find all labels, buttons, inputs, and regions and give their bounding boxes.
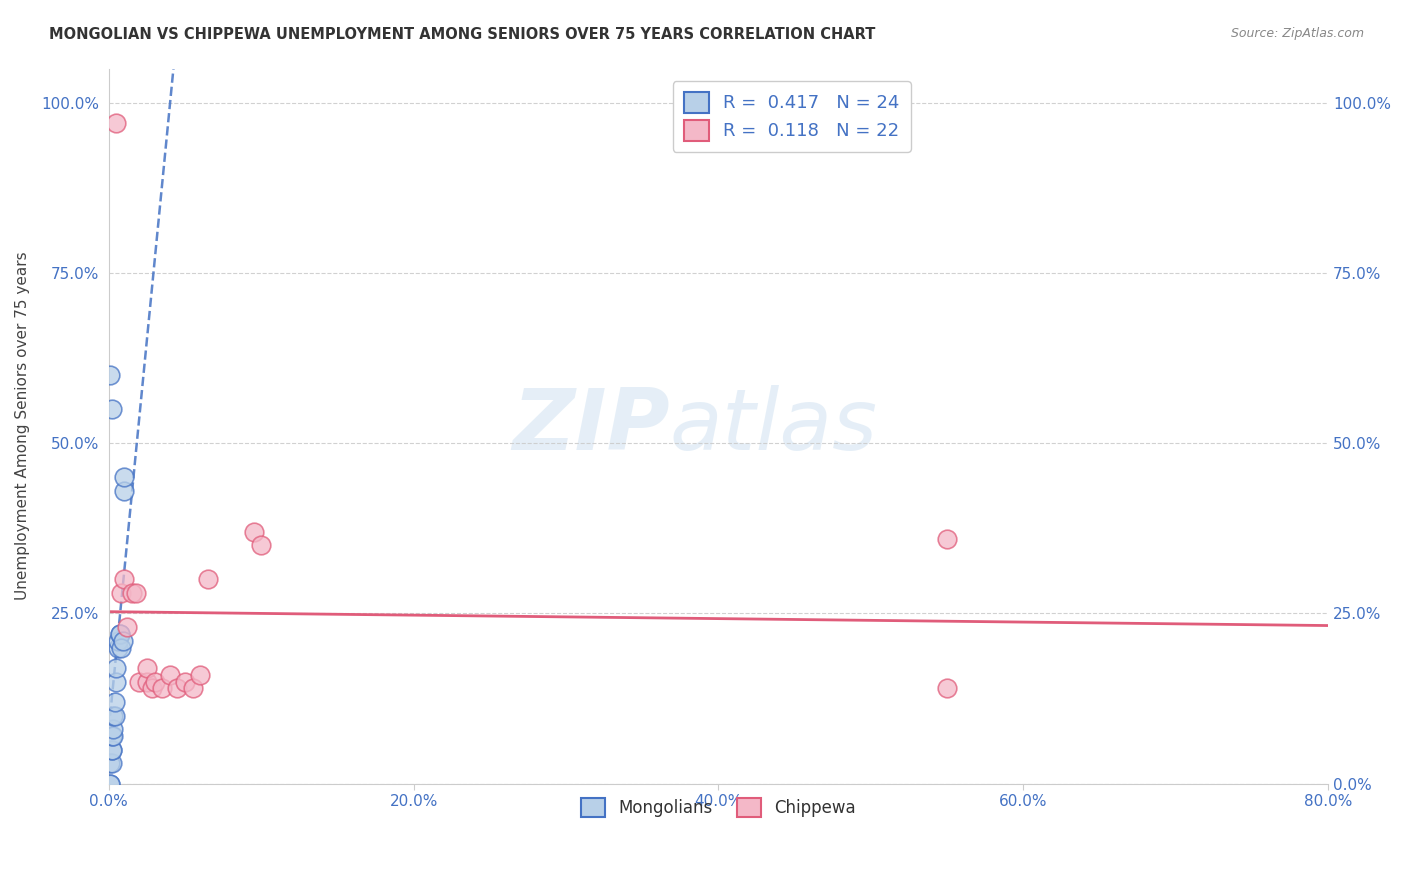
Point <box>141 681 163 696</box>
Point <box>112 573 135 587</box>
Point <box>107 640 129 655</box>
Point <box>105 116 128 130</box>
Point <box>188 667 211 681</box>
Point <box>166 681 188 696</box>
Point <box>108 627 131 641</box>
Point <box>101 742 124 756</box>
Legend: Mongolians, Chippewa: Mongolians, Chippewa <box>574 789 863 825</box>
Point <box>101 742 124 756</box>
Point <box>108 627 131 641</box>
Text: MONGOLIAN VS CHIPPEWA UNEMPLOYMENT AMONG SENIORS OVER 75 YEARS CORRELATION CHART: MONGOLIAN VS CHIPPEWA UNEMPLOYMENT AMONG… <box>49 27 876 42</box>
Y-axis label: Unemployment Among Seniors over 75 years: Unemployment Among Seniors over 75 years <box>15 252 30 600</box>
Point <box>105 661 128 675</box>
Point <box>98 777 121 791</box>
Point <box>111 633 134 648</box>
Point <box>936 681 959 696</box>
Point <box>128 674 150 689</box>
Point <box>143 674 166 689</box>
Point <box>101 402 124 417</box>
Point <box>107 633 129 648</box>
Point <box>136 674 159 689</box>
Text: Source: ZipAtlas.com: Source: ZipAtlas.com <box>1230 27 1364 40</box>
Point <box>136 661 159 675</box>
Point <box>936 532 959 546</box>
Point <box>98 777 121 791</box>
Point <box>112 483 135 498</box>
Point <box>112 470 135 484</box>
Point <box>101 756 124 771</box>
Point <box>150 681 173 696</box>
Point <box>101 729 124 743</box>
Point <box>103 729 125 743</box>
Point <box>115 620 138 634</box>
Point <box>174 674 197 689</box>
Point <box>181 681 204 696</box>
Point <box>103 708 125 723</box>
Point <box>104 695 127 709</box>
Point <box>125 586 148 600</box>
Point <box>197 573 219 587</box>
Point <box>159 667 181 681</box>
Point <box>121 586 143 600</box>
Text: atlas: atlas <box>669 384 877 467</box>
Point <box>104 708 127 723</box>
Text: ZIP: ZIP <box>512 384 669 467</box>
Point <box>110 640 132 655</box>
Point <box>103 723 125 737</box>
Point <box>105 674 128 689</box>
Point <box>98 368 121 382</box>
Point <box>250 538 273 552</box>
Point <box>98 756 121 771</box>
Point <box>242 524 264 539</box>
Point <box>110 586 132 600</box>
